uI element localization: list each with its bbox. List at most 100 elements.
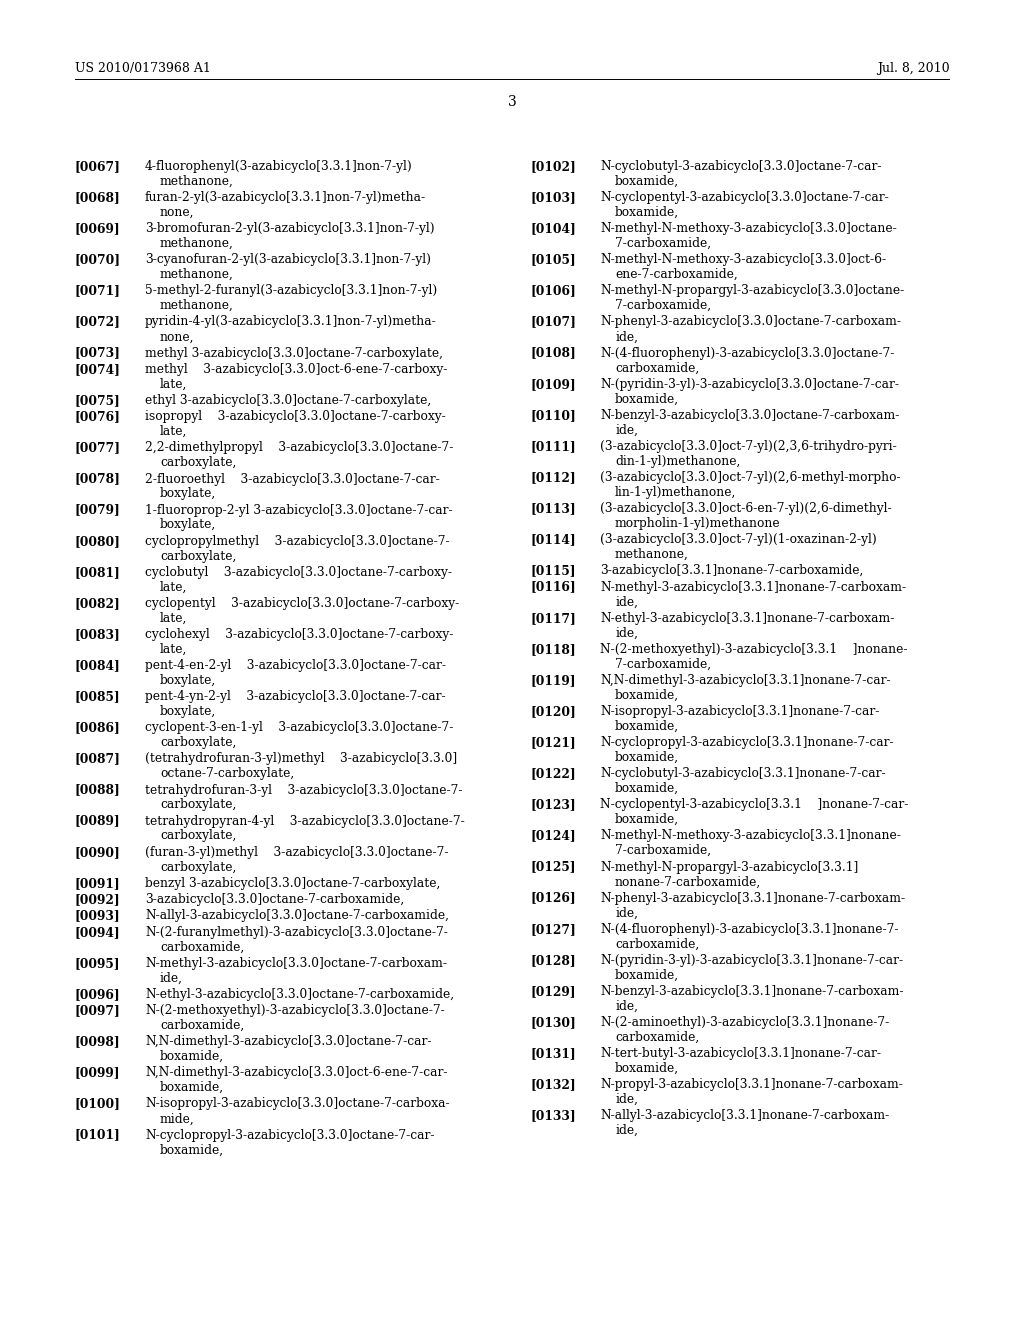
Text: N,N-dimethyl-3-azabicyclo[3.3.0]oct-6-ene-7-car-: N,N-dimethyl-3-azabicyclo[3.3.0]oct-6-en… (145, 1067, 447, 1080)
Text: cyclopropylmethyl    3-azabicyclo[3.3.0]octane-7-: cyclopropylmethyl 3-azabicyclo[3.3.0]oct… (145, 535, 450, 548)
Text: ide,: ide, (615, 330, 638, 343)
Text: [0076]: [0076] (75, 411, 121, 424)
Text: [0112]: [0112] (530, 471, 575, 484)
Text: [0094]: [0094] (75, 925, 121, 939)
Text: [0075]: [0075] (75, 393, 121, 407)
Text: N-cyclobutyl-3-azabicyclo[3.3.0]octane-7-car-: N-cyclobutyl-3-azabicyclo[3.3.0]octane-7… (600, 160, 882, 173)
Text: boxamide,: boxamide, (615, 206, 679, 219)
Text: 2,2-dimethylpropyl    3-azabicyclo[3.3.0]octane-7-: 2,2-dimethylpropyl 3-azabicyclo[3.3.0]oc… (145, 441, 454, 454)
Text: N-(4-fluorophenyl)-3-azabicyclo[3.3.0]octane-7-: N-(4-fluorophenyl)-3-azabicyclo[3.3.0]oc… (600, 347, 894, 359)
Text: carboxamide,: carboxamide, (615, 937, 699, 950)
Text: [0099]: [0099] (75, 1067, 121, 1080)
Text: boxamide,: boxamide, (615, 969, 679, 982)
Text: carboxamide,: carboxamide, (160, 941, 245, 953)
Text: N-methyl-N-methoxy-3-azabicyclo[3.3.1]nonane-: N-methyl-N-methoxy-3-azabicyclo[3.3.1]no… (600, 829, 901, 842)
Text: tetrahydrofuran-3-yl    3-azabicyclo[3.3.0]octane-7-: tetrahydrofuran-3-yl 3-azabicyclo[3.3.0]… (145, 784, 463, 796)
Text: [0119]: [0119] (530, 675, 575, 686)
Text: [0087]: [0087] (75, 752, 121, 766)
Text: none,: none, (160, 206, 195, 219)
Text: [0118]: [0118] (530, 643, 575, 656)
Text: [0104]: [0104] (530, 222, 575, 235)
Text: [0133]: [0133] (530, 1109, 575, 1122)
Text: pent-4-en-2-yl    3-azabicyclo[3.3.0]octane-7-car-: pent-4-en-2-yl 3-azabicyclo[3.3.0]octane… (145, 659, 446, 672)
Text: [0125]: [0125] (530, 861, 575, 874)
Text: N-methyl-N-propargyl-3-azabicyclo[3.3.0]octane-: N-methyl-N-propargyl-3-azabicyclo[3.3.0]… (600, 284, 904, 297)
Text: 7-carboxamide,: 7-carboxamide, (615, 845, 711, 857)
Text: (3-azabicyclo[3.3.0]oct-7-yl)(2,6-methyl-morpho-: (3-azabicyclo[3.3.0]oct-7-yl)(2,6-methyl… (600, 471, 901, 484)
Text: 1-fluoroprop-2-yl 3-azabicyclo[3.3.0]octane-7-car-: 1-fluoroprop-2-yl 3-azabicyclo[3.3.0]oct… (145, 504, 453, 516)
Text: [0097]: [0097] (75, 1005, 121, 1018)
Text: cyclopentyl    3-azabicyclo[3.3.0]octane-7-carboxy-: cyclopentyl 3-azabicyclo[3.3.0]octane-7-… (145, 597, 459, 610)
Text: pent-4-yn-2-yl    3-azabicyclo[3.3.0]octane-7-car-: pent-4-yn-2-yl 3-azabicyclo[3.3.0]octane… (145, 690, 445, 704)
Text: N-(2-methoxyethyl)-3-azabicyclo[3.3.1    ]nonane-: N-(2-methoxyethyl)-3-azabicyclo[3.3.1 ]n… (600, 643, 907, 656)
Text: ide,: ide, (160, 972, 183, 985)
Text: [0108]: [0108] (530, 347, 575, 359)
Text: boxamide,: boxamide, (160, 1143, 224, 1156)
Text: methanone,: methanone, (615, 548, 689, 561)
Text: boxamide,: boxamide, (615, 751, 679, 764)
Text: N-cyclobutyl-3-azabicyclo[3.3.1]nonane-7-car-: N-cyclobutyl-3-azabicyclo[3.3.1]nonane-7… (600, 767, 886, 780)
Text: nonane-7-carboxamide,: nonane-7-carboxamide, (615, 875, 761, 888)
Text: ide,: ide, (615, 1125, 638, 1137)
Text: [0095]: [0095] (75, 957, 121, 970)
Text: N-isopropyl-3-azabicyclo[3.3.1]nonane-7-car-: N-isopropyl-3-azabicyclo[3.3.1]nonane-7-… (600, 705, 880, 718)
Text: [0126]: [0126] (530, 891, 575, 904)
Text: [0080]: [0080] (75, 535, 121, 548)
Text: methanone,: methanone, (160, 268, 233, 281)
Text: N-allyl-3-azabicyclo[3.3.0]octane-7-carboxamide,: N-allyl-3-azabicyclo[3.3.0]octane-7-carb… (145, 909, 449, 923)
Text: US 2010/0173968 A1: US 2010/0173968 A1 (75, 62, 211, 75)
Text: ide,: ide, (615, 1093, 638, 1106)
Text: [0071]: [0071] (75, 284, 121, 297)
Text: (3-azabicyclo[3.3.0]oct-7-yl)(1-oxazinan-2-yl): (3-azabicyclo[3.3.0]oct-7-yl)(1-oxazinan… (600, 533, 877, 546)
Text: carboxylate,: carboxylate, (160, 829, 237, 842)
Text: [0077]: [0077] (75, 441, 121, 454)
Text: [0107]: [0107] (530, 315, 575, 329)
Text: N-isopropyl-3-azabicyclo[3.3.0]octane-7-carboxa-: N-isopropyl-3-azabicyclo[3.3.0]octane-7-… (145, 1097, 450, 1110)
Text: [0089]: [0089] (75, 814, 121, 828)
Text: 4-fluorophenyl(3-azabicyclo[3.3.1]non-7-yl): 4-fluorophenyl(3-azabicyclo[3.3.1]non-7-… (145, 160, 413, 173)
Text: isopropyl    3-azabicyclo[3.3.0]octane-7-carboxy-: isopropyl 3-azabicyclo[3.3.0]octane-7-ca… (145, 411, 445, 424)
Text: N-cyclopropyl-3-azabicyclo[3.3.1]nonane-7-car-: N-cyclopropyl-3-azabicyclo[3.3.1]nonane-… (600, 737, 894, 750)
Text: octane-7-carboxylate,: octane-7-carboxylate, (160, 767, 294, 780)
Text: [0114]: [0114] (530, 533, 575, 546)
Text: [0069]: [0069] (75, 222, 121, 235)
Text: [0115]: [0115] (530, 565, 575, 577)
Text: [0098]: [0098] (75, 1035, 121, 1048)
Text: N-allyl-3-azabicyclo[3.3.1]nonane-7-carboxam-: N-allyl-3-azabicyclo[3.3.1]nonane-7-carb… (600, 1109, 889, 1122)
Text: ide,: ide, (615, 595, 638, 609)
Text: [0124]: [0124] (530, 829, 575, 842)
Text: ene-7-carboxamide,: ene-7-carboxamide, (615, 268, 737, 281)
Text: tetrahydropyran-4-yl    3-azabicyclo[3.3.0]octane-7-: tetrahydropyran-4-yl 3-azabicyclo[3.3.0]… (145, 814, 465, 828)
Text: carboxylate,: carboxylate, (160, 549, 237, 562)
Text: ide,: ide, (615, 424, 638, 437)
Text: N-benzyl-3-azabicyclo[3.3.0]octane-7-carboxam-: N-benzyl-3-azabicyclo[3.3.0]octane-7-car… (600, 409, 899, 422)
Text: [0084]: [0084] (75, 659, 121, 672)
Text: carboxylate,: carboxylate, (160, 799, 237, 812)
Text: boxamide,: boxamide, (615, 781, 679, 795)
Text: [0090]: [0090] (75, 846, 121, 859)
Text: 3-bromofuran-2-yl(3-azabicyclo[3.3.1]non-7-yl): 3-bromofuran-2-yl(3-azabicyclo[3.3.1]non… (145, 222, 434, 235)
Text: [0130]: [0130] (530, 1016, 575, 1030)
Text: late,: late, (160, 378, 187, 391)
Text: 3: 3 (508, 95, 516, 110)
Text: N-(2-aminoethyl)-3-azabicyclo[3.3.1]nonane-7-: N-(2-aminoethyl)-3-azabicyclo[3.3.1]nona… (600, 1016, 889, 1030)
Text: [0100]: [0100] (75, 1097, 121, 1110)
Text: [0093]: [0093] (75, 909, 121, 923)
Text: [0072]: [0072] (75, 315, 121, 329)
Text: [0079]: [0079] (75, 504, 121, 516)
Text: [0110]: [0110] (530, 409, 575, 422)
Text: [0101]: [0101] (75, 1129, 121, 1142)
Text: [0129]: [0129] (530, 985, 575, 998)
Text: [0132]: [0132] (530, 1078, 575, 1092)
Text: boxamide,: boxamide, (160, 1051, 224, 1063)
Text: [0082]: [0082] (75, 597, 121, 610)
Text: N-phenyl-3-azabicyclo[3.3.1]nonane-7-carboxam-: N-phenyl-3-azabicyclo[3.3.1]nonane-7-car… (600, 891, 905, 904)
Text: [0106]: [0106] (530, 284, 575, 297)
Text: methyl 3-azabicyclo[3.3.0]octane-7-carboxylate,: methyl 3-azabicyclo[3.3.0]octane-7-carbo… (145, 347, 443, 359)
Text: [0074]: [0074] (75, 363, 121, 376)
Text: N,N-dimethyl-3-azabicyclo[3.3.0]octane-7-car-: N,N-dimethyl-3-azabicyclo[3.3.0]octane-7… (145, 1035, 431, 1048)
Text: 7-carboxamide,: 7-carboxamide, (615, 657, 711, 671)
Text: [0081]: [0081] (75, 566, 121, 578)
Text: Jul. 8, 2010: Jul. 8, 2010 (878, 62, 950, 75)
Text: (3-azabicyclo[3.3.0]oct-7-yl)(2,3,6-trihydro-pyri-: (3-azabicyclo[3.3.0]oct-7-yl)(2,3,6-trih… (600, 440, 897, 453)
